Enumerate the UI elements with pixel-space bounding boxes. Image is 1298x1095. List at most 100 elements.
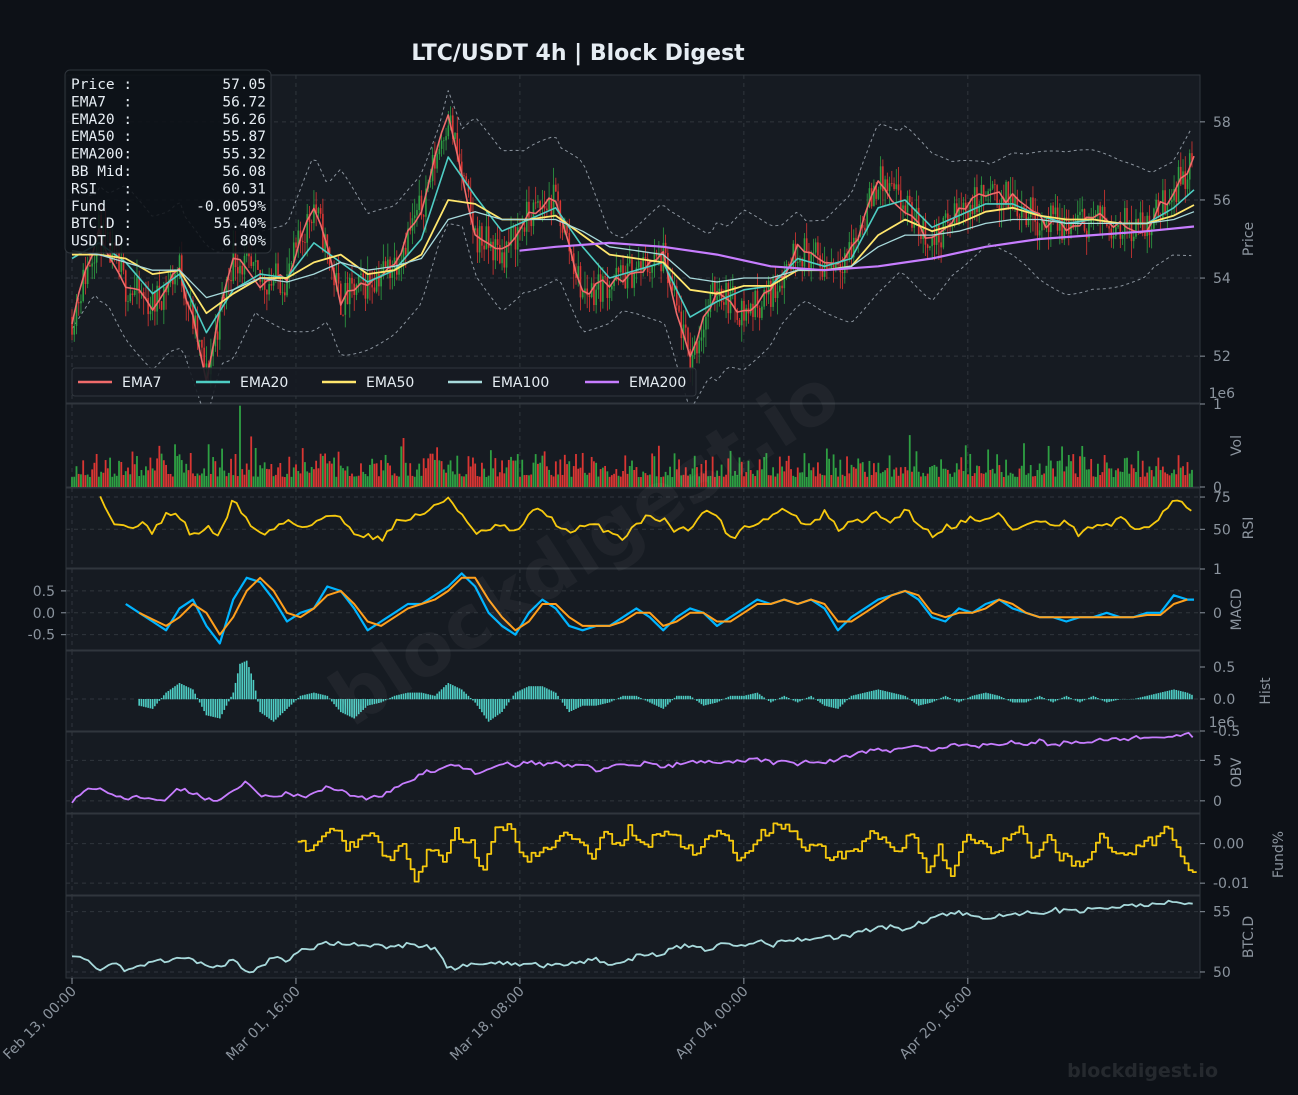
volume-bar: [906, 470, 909, 487]
obv-panel: [65, 731, 1201, 814]
hist-bar: [263, 699, 266, 716]
candle-body: [557, 191, 559, 201]
candle-body: [248, 252, 250, 257]
hist-bar: [680, 695, 683, 700]
info-box: Price : 57.05 EMA7 : 56.72 EMA20 : 56.26 EMA50…: [64, 69, 272, 254]
hist-bar: [727, 696, 730, 700]
hist-bar: [192, 689, 194, 700]
candle-body: [830, 264, 833, 270]
hist-bar: [631, 695, 633, 700]
candle-body: [485, 226, 488, 250]
macd-tick-label: 0.0: [33, 606, 55, 622]
volume-bar: [552, 476, 555, 487]
hist-bar: [227, 699, 230, 702]
candle-body: [402, 247, 405, 262]
volume-bar: [657, 445, 660, 487]
hist-bar: [449, 684, 452, 700]
candle-body: [1179, 166, 1182, 185]
hist-bar: [456, 687, 459, 700]
volume-bar: [1014, 476, 1016, 487]
volume-bar: [281, 476, 284, 487]
volume-bar: [557, 474, 559, 487]
hist-bar: [835, 699, 837, 709]
volume-bar: [738, 457, 741, 487]
hist-bar: [317, 693, 320, 700]
volume-bar: [91, 469, 94, 487]
hist-bar: [989, 693, 992, 700]
hist-bar: [393, 695, 396, 700]
candle-body: [1032, 197, 1034, 215]
candle-body: [1139, 212, 1142, 225]
volume-bar: [1043, 473, 1046, 487]
volume-bar: [1132, 468, 1135, 487]
candle-body: [637, 261, 640, 268]
hist-bar: [830, 699, 833, 708]
volume-bar: [1079, 456, 1081, 487]
volume-bar: [257, 476, 259, 487]
hist-bar: [295, 699, 297, 701]
volume-bar: [422, 458, 425, 487]
volume-bar: [967, 474, 969, 487]
hist-bar: [646, 699, 649, 702]
candle-body: [689, 349, 692, 371]
volume-bar: [772, 467, 775, 487]
info-label: Fund :: [71, 199, 132, 215]
volume-bar: [149, 457, 152, 487]
hist-bar: [767, 699, 770, 701]
volume-bar: [897, 475, 900, 487]
hist-bar: [1067, 696, 1070, 700]
volume-bar: [185, 463, 188, 487]
volume-bar: [693, 455, 696, 487]
volume-bar: [743, 476, 745, 487]
candle-body: [369, 273, 371, 285]
volume-bar: [82, 460, 85, 487]
hist-bar: [1081, 699, 1084, 702]
hist-bar: [306, 694, 308, 700]
volume-bar: [1061, 446, 1063, 487]
candle-body: [384, 261, 387, 267]
candle-body: [167, 282, 170, 293]
hist-bar: [149, 699, 152, 709]
candle-body: [270, 284, 273, 286]
hist-bar: [940, 697, 942, 700]
volume-bar: [360, 463, 362, 487]
candle-body: [682, 324, 685, 339]
legend-label-ema20: EMA20: [240, 375, 288, 391]
candle-body: [1074, 226, 1077, 228]
hist-bar: [346, 699, 349, 716]
hist-bar: [886, 691, 889, 700]
volume-bar: [1182, 466, 1184, 487]
volume-bar: [790, 469, 792, 487]
candle-body: [752, 303, 754, 318]
volume-bar: [176, 456, 179, 487]
volume-bar: [631, 460, 633, 487]
candle-body: [391, 269, 394, 279]
volume-bar: [837, 476, 839, 487]
volume-bar: [445, 472, 447, 487]
candle-body: [969, 204, 972, 220]
volume-bar: [133, 464, 136, 487]
hist-bar: [917, 699, 920, 706]
hist-bar: [606, 699, 609, 704]
volume-bar: [749, 470, 752, 487]
hist-bar: [792, 699, 795, 701]
candle-body: [180, 255, 183, 286]
volume-bar: [1101, 472, 1104, 487]
volume-bar: [1184, 475, 1187, 487]
volume-bar: [951, 476, 954, 487]
volume-bar: [978, 466, 981, 487]
candle-body: [942, 217, 945, 248]
volume-bar: [1175, 474, 1178, 487]
volume-bar: [1020, 465, 1023, 487]
volume-bar: [548, 469, 551, 487]
volume-bar: [644, 473, 647, 487]
candle-body: [234, 243, 237, 268]
hist-bar: [331, 699, 333, 702]
hist-bar: [286, 699, 288, 709]
hist-bar: [658, 699, 660, 707]
candle-body: [1023, 206, 1025, 208]
hist-bar: [998, 695, 1001, 700]
candle-body: [160, 301, 163, 310]
candle-body: [286, 274, 288, 296]
hist-bar: [924, 699, 927, 705]
